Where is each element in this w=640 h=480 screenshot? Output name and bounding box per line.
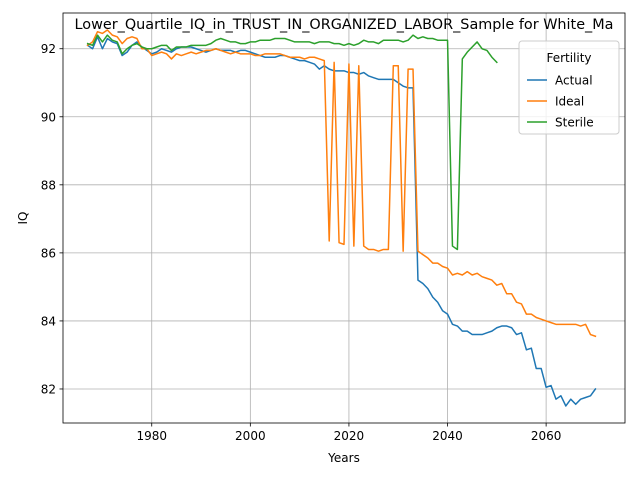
series-line-ideal — [86, 29, 597, 338]
legend-label-ideal: Ideal — [555, 95, 584, 109]
legend: Fertility Actual Ideal Sterile — [518, 40, 620, 135]
y-tick-label: 82 — [41, 382, 56, 396]
series-line-actual — [86, 36, 597, 407]
chart-title: Lower_Quartile_IQ_in_TRUST_IN_ORGANIZED_… — [75, 17, 614, 33]
y-tick-label: 90 — [41, 110, 56, 124]
x-tick-label: 2040 — [432, 429, 463, 443]
legend-title: Fertility — [546, 51, 591, 65]
y-tick-label: 88 — [41, 178, 56, 192]
y-axis: 82 84 86 88 90 92 — [41, 42, 63, 396]
x-tick-label: 1980 — [136, 429, 167, 443]
y-axis-label: IQ — [16, 212, 30, 225]
legend-items: Actual Ideal Sterile — [527, 74, 594, 130]
y-tick-label: 84 — [41, 314, 56, 328]
y-tick-label: 92 — [41, 42, 56, 56]
series-layer — [86, 29, 597, 407]
legend-box — [518, 40, 620, 135]
legend-label-sterile: Sterile — [555, 116, 594, 130]
legend-label-actual: Actual — [555, 74, 593, 88]
x-axis: 1980 2000 2020 2040 2060 — [136, 423, 561, 443]
plot-frame — [62, 12, 626, 424]
x-tick-label: 2020 — [334, 429, 365, 443]
x-tick-label: 2000 — [235, 429, 266, 443]
x-tick-label: 2060 — [531, 429, 562, 443]
x-axis-label: Years — [327, 451, 360, 465]
y-tick-label: 86 — [41, 246, 56, 260]
series-line-sterile — [86, 34, 498, 251]
